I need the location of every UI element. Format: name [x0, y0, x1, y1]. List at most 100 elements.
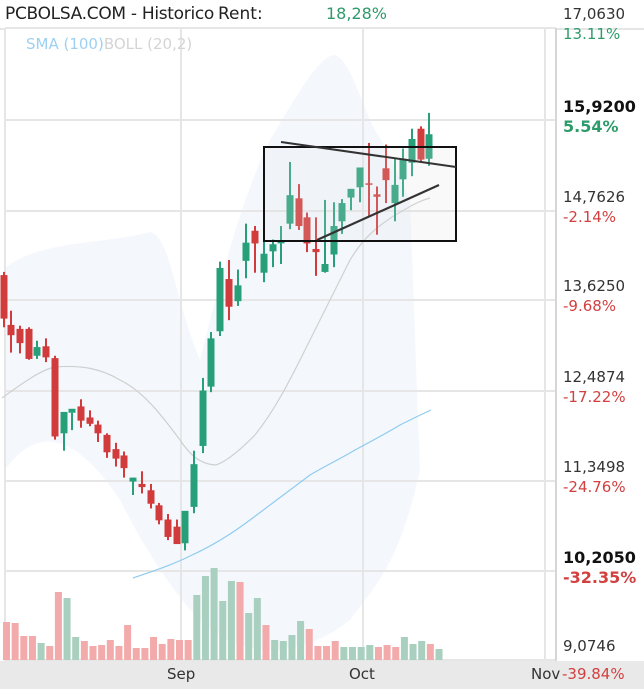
- volume-bar: [314, 646, 322, 660]
- volume-bar: [236, 582, 244, 660]
- volume-bar: [366, 645, 374, 660]
- volume-bar: [132, 648, 140, 660]
- candle-body: [408, 138, 416, 163]
- candle-body: [417, 128, 425, 160]
- price-tick-label: 10,2050: [563, 548, 636, 567]
- candle-body: [7, 324, 15, 336]
- volume-bar: [106, 640, 114, 660]
- candle-body: [338, 203, 346, 222]
- pct-tick-label: -2.14%: [563, 208, 617, 226]
- candle-body: [391, 184, 399, 204]
- pct-tick-label: 5.54%: [563, 117, 619, 136]
- legend-boll[interactable]: BOLL (20,2): [103, 35, 193, 53]
- volume-bar: [288, 635, 296, 660]
- candle-body: [373, 194, 381, 197]
- volume-bar: [253, 598, 261, 660]
- candle-body: [269, 244, 277, 252]
- candle-body: [138, 483, 146, 488]
- candle-body: [399, 158, 407, 180]
- candle-body: [382, 168, 390, 181]
- lower-trendline: [316, 183, 440, 242]
- volume-bar: [124, 625, 132, 660]
- volume-bar: [262, 625, 270, 660]
- bollinger-middle-line: [1, 197, 431, 466]
- candle-body: [112, 449, 120, 459]
- volume-bar: [80, 641, 88, 660]
- volume-bar: [37, 643, 45, 660]
- indicator-legend: SMA (100)BOLL (20,2): [26, 35, 192, 53]
- time-tick-label: Sep: [167, 665, 196, 683]
- time-tick-label: Nov: [531, 665, 561, 683]
- rent-label: Rent:: [218, 4, 263, 24]
- pct-tick-label: -32.35%: [563, 568, 637, 587]
- pct-tick-label: -17.22%: [563, 388, 626, 406]
- volume-bar: [357, 647, 365, 660]
- candle-body: [25, 328, 33, 359]
- volume-bar: [210, 568, 218, 660]
- candle-body: [347, 188, 355, 198]
- legend-sma[interactable]: SMA (100): [26, 35, 104, 53]
- candle-body: [356, 167, 364, 188]
- volume-bar: [20, 636, 28, 660]
- candle-body: [147, 490, 155, 504]
- volume-bar: [193, 595, 201, 660]
- pct-tick-label: -24.76%: [563, 478, 626, 496]
- candle-body: [365, 183, 373, 185]
- volume-bar: [3, 622, 10, 660]
- candle-body: [225, 279, 233, 307]
- volume-bar: [46, 646, 54, 660]
- volume-bar: [219, 601, 227, 660]
- candle-body: [86, 417, 94, 424]
- volume-bar: [383, 645, 391, 660]
- price-tick-label: 9,0746: [563, 637, 616, 655]
- volume-bar: [184, 640, 192, 660]
- candle-body: [321, 263, 329, 272]
- candle-body: [207, 338, 215, 387]
- volume-bar: [409, 644, 417, 660]
- candle-body: [295, 198, 303, 227]
- candle-body: [129, 477, 137, 482]
- volume-bar: [349, 647, 356, 660]
- volume-bar: [28, 636, 36, 660]
- candle-body: [286, 195, 294, 224]
- price-tick-label: 13,6250: [563, 277, 626, 295]
- pattern-rectangle: [263, 146, 457, 242]
- volume-bar: [141, 648, 149, 660]
- volume-bar: [72, 637, 80, 660]
- sma-100-line: [132, 409, 432, 579]
- candle-body: [77, 406, 85, 421]
- volume-bar: [418, 641, 426, 660]
- volume-bar: [176, 640, 183, 660]
- candle-body: [173, 526, 181, 545]
- candle-body: [16, 328, 24, 344]
- volume-bar: [400, 637, 408, 660]
- candle-body: [312, 248, 320, 253]
- candle-body: [33, 347, 41, 356]
- candle-body: [103, 434, 111, 453]
- candle-body: [277, 241, 285, 244]
- candle-body: [260, 253, 268, 273]
- candle-body: [164, 519, 172, 537]
- candle-body: [242, 242, 250, 261]
- candle-body: [181, 510, 189, 544]
- candle-body: [0, 275, 8, 319]
- volume-bar: [158, 644, 166, 660]
- candle-body: [51, 358, 59, 437]
- price-tick-label: 12,4874: [563, 368, 626, 386]
- pct-tick-label-bottom: -39.84%: [562, 665, 625, 683]
- price-tick-label: 17,0630: [563, 5, 626, 23]
- candle-body: [68, 408, 76, 413]
- volume-bar: [115, 646, 123, 660]
- upper-trendline: [280, 141, 457, 168]
- candle-body: [251, 230, 259, 244]
- candle-body: [234, 285, 242, 302]
- volume-bar: [245, 613, 253, 660]
- volume-bar: [323, 646, 331, 660]
- candle-body: [94, 424, 102, 434]
- volume-bar: [201, 576, 209, 660]
- volume-bar: [392, 647, 400, 660]
- candle-body: [42, 346, 50, 358]
- volume-bar: [331, 641, 339, 660]
- price-tick-label: 11,3498: [563, 458, 626, 476]
